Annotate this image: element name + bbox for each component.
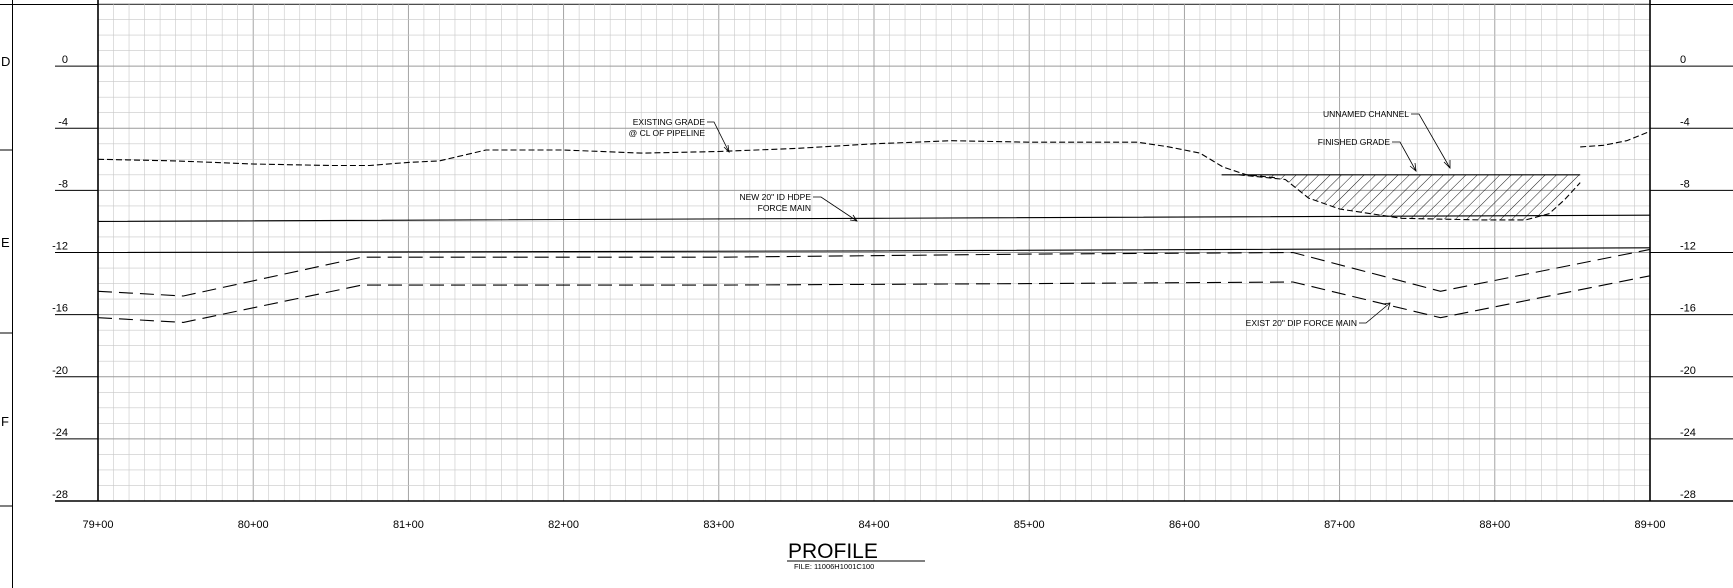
svg-text:EXIST 20" DIP FORCE MAIN: EXIST 20" DIP FORCE MAIN [1246, 318, 1357, 328]
station-label: 82+00 [548, 519, 579, 531]
svg-text:NEW 20" ID HDPE: NEW 20" ID HDPE [739, 192, 811, 202]
new-force-main-callout: NEW 20" ID HDPE FORCE MAIN [739, 192, 858, 222]
station-label: 80+00 [238, 519, 269, 531]
channel-hatch [1238, 174, 1581, 220]
svg-text:FORCE MAIN: FORCE MAIN [758, 203, 811, 213]
axis-labels: 0 0 -4 -4 -8 -8 -12 -12 -16 -16 -20 -20 -24 -24 -28 -28… [52, 54, 1733, 531]
profile-line-exist-dip-top [97, 248, 1651, 297]
profile-line-channel-bottom [1238, 174, 1581, 221]
elevation-label-left: -12 [52, 241, 68, 253]
elevation-label-left: -20 [52, 365, 68, 377]
station-label: 86+00 [1169, 519, 1200, 531]
elevation-label-left: -16 [52, 303, 68, 315]
elevation-label-right: -4 [1680, 116, 1690, 128]
elevation-label-right: -24 [1680, 427, 1696, 439]
unnamed-channel-callout: UNNAMED CHANNEL [1323, 109, 1451, 169]
svg-text:@ CL OF PIPELINE: @ CL OF PIPELINE [629, 128, 706, 138]
profile-line-new-force-main-top [97, 214, 1651, 222]
elevation-label-right: -8 [1680, 178, 1690, 190]
svg-text:UNNAMED CHANNEL: UNNAMED CHANNEL [1323, 109, 1409, 119]
elevation-label-left: 0 [62, 54, 68, 66]
elevation-label-right: -20 [1680, 365, 1696, 377]
elevation-label-right: 0 [1680, 54, 1686, 66]
existing-grade-callout: EXISTING GRADE @ CL OF PIPELINE [629, 117, 730, 154]
elevation-label-left: -4 [58, 116, 68, 128]
profile-line-new-force-main-bottom [97, 247, 1651, 254]
zone-letter-d: D [1, 54, 10, 69]
profile-title: PROFILE [788, 540, 878, 563]
file-label: FILE: 11006H1001C100 [794, 562, 874, 571]
station-label: 84+00 [859, 519, 890, 531]
elevation-label-left: -8 [58, 178, 68, 190]
station-label: 88+00 [1479, 519, 1510, 531]
profile-line-existing-grade-right [1580, 130, 1651, 148]
svg-text:EXISTING GRADE: EXISTING GRADE [633, 117, 706, 127]
profile-lines [97, 130, 1651, 323]
zone-letter-f: F [1, 414, 9, 429]
station-label: 89+00 [1635, 519, 1666, 531]
station-label: 87+00 [1324, 519, 1355, 531]
elevation-label-right: -16 [1680, 303, 1696, 315]
station-label: 85+00 [1014, 519, 1045, 531]
station-label: 81+00 [393, 519, 424, 531]
elevation-label-left: -24 [52, 427, 68, 439]
station-label: 79+00 [83, 519, 114, 531]
profile-line-exist-dip-bottom [97, 275, 1651, 323]
finished-grade-callout: FINISHED GRADE [1318, 137, 1417, 172]
station-label: 83+00 [703, 519, 734, 531]
elevation-label-right: -12 [1680, 241, 1696, 253]
elevation-label-left: -28 [52, 489, 68, 501]
exist-dip-callout: EXIST 20" DIP FORCE MAIN [1246, 302, 1391, 328]
svg-text:FINISHED GRADE: FINISHED GRADE [1318, 137, 1391, 147]
profile-line-existing-grade [97, 140, 1278, 179]
elevation-label-right: -28 [1680, 489, 1696, 501]
zone-letter-e: E [1, 235, 10, 250]
